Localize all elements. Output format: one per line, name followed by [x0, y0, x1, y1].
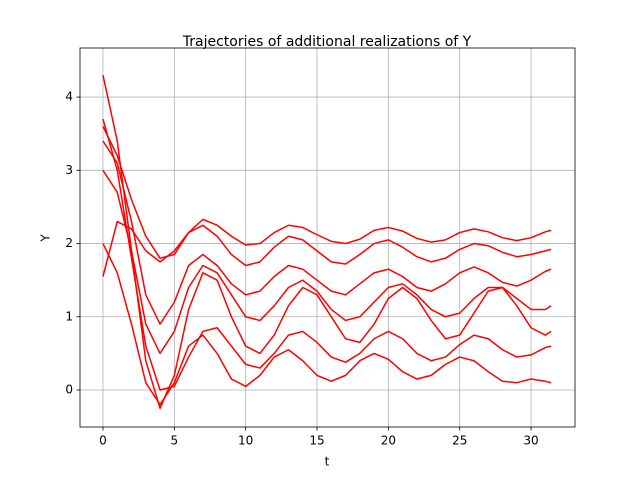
y-tick-label: 4	[65, 90, 73, 104]
line-series	[102, 243, 552, 406]
x-tick-label: 10	[238, 434, 253, 448]
x-tick-label: 25	[452, 434, 467, 448]
y-tick-label: 3	[65, 163, 73, 177]
line-series	[102, 169, 552, 355]
line-series	[102, 126, 552, 259]
x-tick-label: 15	[309, 434, 324, 448]
y-tick-label: 0	[65, 383, 73, 397]
line-series	[102, 118, 552, 391]
plot-frame	[79, 47, 576, 428]
x-axis-label: t	[325, 455, 330, 469]
x-tick-label: 0	[99, 434, 107, 448]
chart-title: Trajectories of additional realizations …	[182, 34, 472, 50]
y-tick-label: 2	[65, 236, 73, 250]
line-series	[102, 220, 552, 277]
y-axis-label: Y	[39, 234, 53, 243]
x-tick-label: 20	[381, 434, 396, 448]
line-series	[102, 140, 552, 325]
y-tick-label: 1	[65, 309, 73, 323]
x-tick-label: 30	[523, 434, 538, 448]
x-tick-label: 5	[170, 434, 178, 448]
line-series	[102, 74, 552, 410]
